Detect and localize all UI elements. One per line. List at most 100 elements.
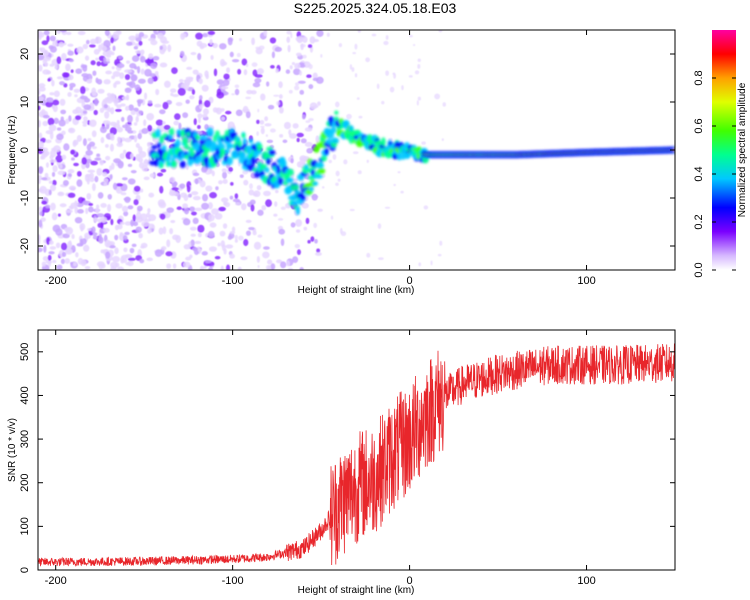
spectrogram-noise-blob [245,230,251,236]
spectrogram-noise-blob [264,116,269,122]
spectrogram-noise-blob [141,165,149,172]
spectrogram-noise-blob [91,226,96,234]
spectrogram-ridge-blob [309,186,314,192]
spectrogram-noise-blob [75,106,82,114]
spectrogram-ridge-blob [334,110,339,115]
spectrogram-noise-blob [103,79,111,85]
spectrogram-noise-blob [218,206,226,212]
spectrogram-noise-blob [105,251,111,259]
spectrogram-noise-blob [114,224,119,231]
spectrogram-noise-blob [197,124,201,130]
spectrogram-noise-blob [220,116,226,121]
spectrogram-noise-blob [86,78,92,84]
spectrogram-ridge-blob [227,143,235,149]
spectrogram-noise-blob [222,178,228,185]
spectrogram-noise-blob [231,59,240,63]
spectrogram-noise-blob [76,46,84,54]
spectrogram-ridge-blob [215,130,220,138]
spectrogram-noise-blob [123,247,128,253]
spectrogram-noise-blob [150,62,158,69]
spectrogram-noise-blob [147,207,151,214]
spectrogram-noise-blob [299,155,307,162]
spectrogram-noise-blob [304,141,313,148]
spectrogram-noise-blob [56,56,62,65]
spectrogram-noise-blob [103,57,107,62]
spectrogram-noise-blob [57,213,61,217]
spectrogram-noise-blob [103,178,109,183]
snr-y-tick-label: 400 [19,386,31,404]
spectrogram-noise-blob [44,62,49,67]
spectrogram-noise-blob [273,94,280,97]
spectrogram-ridge-blob [237,140,242,148]
spectrogram-ridge-blob [168,135,173,140]
spectrogram-noise-blob [421,141,426,145]
spectrogram-noise-blob [138,110,144,115]
spectrogram-noise-blob [92,183,96,192]
spectrogram-noise-blob [159,213,166,220]
spectrogram-noise-blob [289,65,293,70]
snr-series-line [38,343,675,567]
spectrogram-noise-blob [237,68,242,75]
spectrogram-noise-blob [385,35,389,40]
spectrogram-noise-blob [192,195,201,201]
spectrogram-noise-blob [85,207,89,215]
spectrogram-noise-blob [242,108,250,112]
spectrogram-ridge-blob [161,145,167,151]
spectrogram-noise-blob [52,40,57,48]
spectrogram-noise-blob [278,81,283,89]
spectrogram-noise-blob [79,86,86,95]
spectrogram-noise-blob [132,221,139,227]
spectrogram-noise-blob [138,233,143,239]
spectrogram-noise-blob [299,267,304,270]
spectrogram-noise-blob [183,244,191,250]
spectrogram-noise-blob [104,30,110,37]
spectrogram-noise-blob [269,128,276,133]
spectrogram-noise-blob [295,229,301,233]
spectrogram-noise-blob [208,246,217,252]
spectrogram-noise-blob [45,130,54,135]
spectrogram-noise-blob [56,76,64,80]
spectrogram-noise-blob [257,264,260,269]
spectrogram-ridge-blob [248,138,254,144]
spectrogram-noise-blob [98,263,104,270]
spectrogram-noise-blob [88,206,94,213]
spectrogram-noise-blob [105,155,111,161]
spectrogram-ridge-blob [381,137,386,147]
spectrogram-noise-blob [61,130,66,136]
spectrogram-noise-blob [274,201,278,207]
spectrogram-noise-blob [131,243,137,248]
spectrogram-noise-blob [188,193,192,198]
spectrogram-noise-blob [82,123,87,127]
spectrogram-noise-blob [305,120,311,123]
spectrogram-noise-blob [273,213,278,217]
spectrogram-noise-blob [286,260,291,267]
spectrogram-noise-blob [137,66,141,74]
spectrogram-noise-blob [58,119,66,127]
spectrogram-noise-blob [265,199,272,208]
spectrogram-noise-blob [205,259,212,264]
spectrogram-noise-blob [389,86,395,93]
spectrogram-noise-blob [393,183,396,187]
spectrogram-noise-blob [295,52,302,57]
spectrogram-noise-blob [278,106,284,114]
spectrogram-noise-blob [105,144,109,148]
spectrogram-noise-blob [430,260,433,266]
spectrogram-ridge-blob [397,153,402,161]
spectrogram-noise-blob [114,80,121,85]
spectrogram-noise-blob [41,40,49,46]
spectrogram-noise-blob [113,158,122,164]
spectrogram-noise-blob [46,97,54,103]
colorbar-tick-label: 0.2 [693,214,705,229]
spectrogram-noise-blob [147,77,154,85]
spectrogram-noise-blob [99,159,104,166]
spectrogram-noise-blob [376,83,380,90]
spectrogram-noise-blob [438,30,443,33]
spectrogram-noise-blob [52,99,60,106]
spectrogram-ridge-blob [342,120,350,128]
spectrogram-noise-blob [225,110,232,115]
spectrogram-noise-blob [80,259,87,267]
spectrogram-noise-blob [384,206,391,209]
spectrogram-noise-blob [110,218,114,226]
spectrogram-noise-blob [219,43,227,50]
colorbar-tick-label: 0.4 [693,166,705,181]
